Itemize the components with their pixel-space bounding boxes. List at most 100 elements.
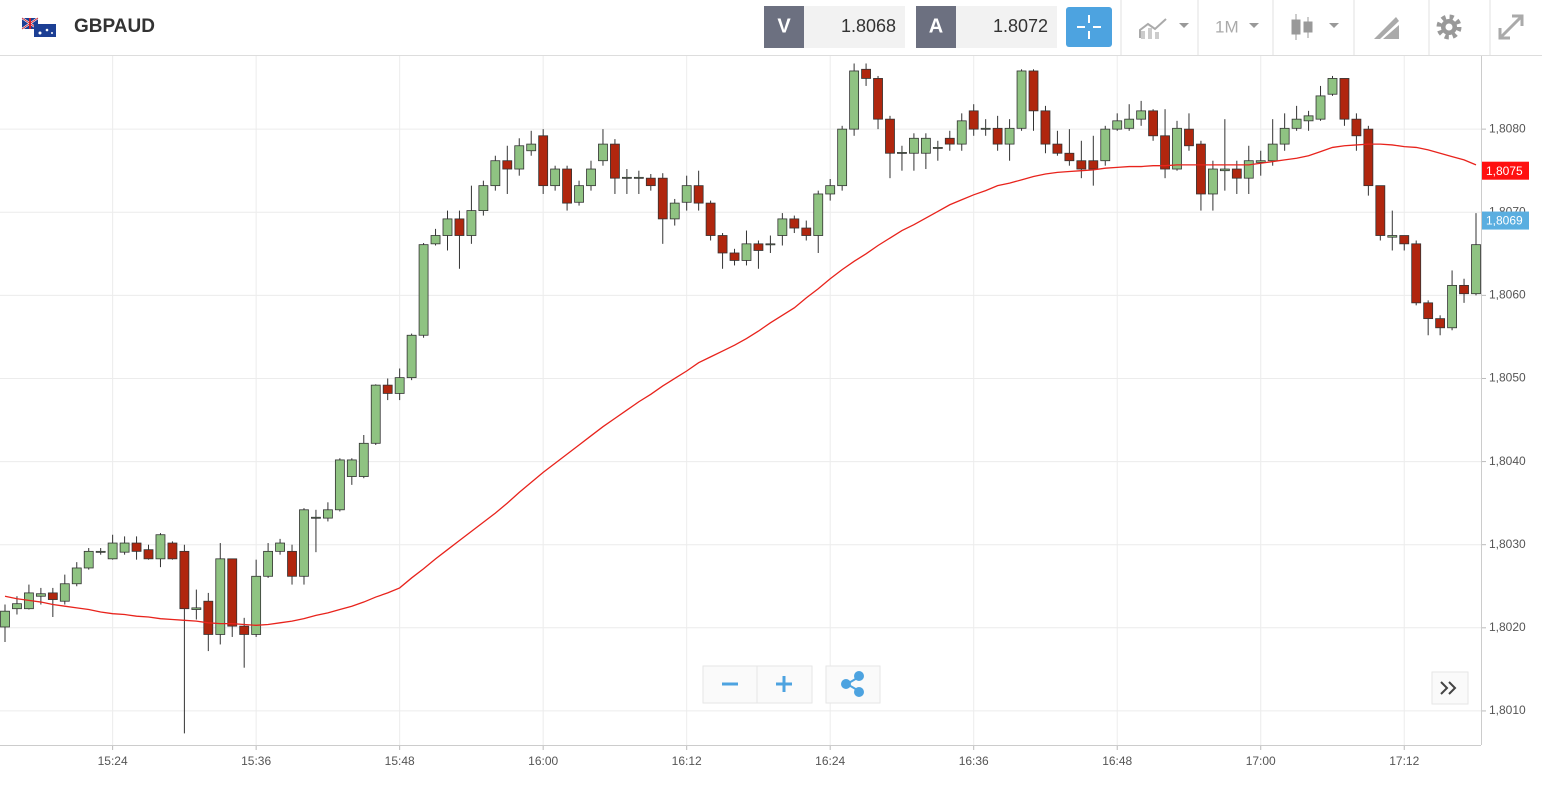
candle-body [693, 185, 704, 204]
candle-body [861, 68, 871, 79]
candle-body [1255, 160, 1266, 163]
candle-body [370, 384, 381, 444]
candle-body [932, 147, 943, 149]
candle-body [1315, 95, 1326, 120]
bid: 1.8068 [841, 16, 896, 36]
timeframe-button[interactable]: 1M [1215, 17, 1259, 36]
candle-body [1028, 70, 1039, 112]
candle-body [323, 509, 333, 519]
x-tick-label: 15:36 [241, 754, 271, 768]
candle-body [107, 542, 118, 560]
ask: 1.8072 [993, 16, 1048, 36]
candle-body [681, 185, 692, 203]
chart-type-button[interactable] [1139, 18, 1189, 39]
candle-body [992, 127, 1003, 145]
candle-body [1088, 160, 1099, 170]
candle-body [920, 137, 931, 154]
candle-body [777, 218, 788, 236]
candle-body [275, 542, 285, 552]
crosshair-button[interactable] [1066, 7, 1112, 47]
candle-body [1363, 128, 1374, 187]
candle-body [1267, 143, 1278, 162]
x-tick-label: 17:12 [1389, 754, 1419, 768]
price-tag [1482, 211, 1529, 230]
candle-body [1172, 127, 1182, 170]
x-tick-label: 17:00 [1246, 754, 1276, 768]
moving-average-line [4, 143, 1477, 626]
candle-body [753, 243, 764, 251]
candle-body [944, 137, 955, 145]
candle-body [1004, 127, 1015, 145]
settings-button[interactable] [1436, 14, 1462, 40]
candle-body [1387, 235, 1398, 238]
candle-body [251, 575, 262, 635]
candle-body [299, 509, 309, 577]
candle-body [346, 459, 357, 477]
x-tick-label: 16:00 [528, 754, 558, 768]
share-button[interactable] [825, 665, 881, 704]
candle-style-button[interactable] [1291, 14, 1339, 40]
candle-body [35, 593, 46, 597]
candle-body [538, 135, 549, 187]
y-tick-label: 1,8040 [1489, 454, 1526, 468]
candle-body [956, 120, 967, 145]
candle-body [1231, 168, 1242, 179]
candle-body [1291, 118, 1302, 129]
candle-body [239, 625, 250, 635]
candle-body [909, 137, 919, 154]
candle-body [1112, 120, 1123, 130]
candle-body [669, 202, 680, 220]
candle-body [1339, 78, 1350, 120]
candle-body [610, 143, 620, 179]
candle-body [550, 168, 561, 187]
candle-body [1447, 284, 1457, 329]
price-tag [1482, 161, 1529, 180]
candle-body [574, 185, 584, 203]
candle-body [789, 218, 800, 229]
candle-body [717, 235, 728, 254]
candle-body [968, 110, 979, 130]
candle-body [1196, 143, 1206, 195]
plot [0, 63, 1481, 734]
candle-body [191, 607, 202, 610]
candle-body [1016, 70, 1027, 129]
y-tick-label: 1,8030 [1489, 537, 1526, 551]
x-tick-label: 16:24 [815, 754, 845, 768]
candle-body [1136, 110, 1147, 120]
candle-body [466, 210, 477, 236]
candle-body [1327, 78, 1338, 95]
candle-body [131, 542, 142, 552]
price-tag-label: 1,8075 [1486, 164, 1523, 178]
y-tick-label: 1,8020 [1489, 620, 1526, 634]
candle-body [1207, 168, 1218, 195]
candle-body [741, 243, 752, 261]
candle-body [179, 550, 190, 610]
candle-body [825, 185, 836, 195]
candle-body [897, 152, 907, 154]
candle-body [1435, 318, 1446, 329]
candle-body [406, 334, 417, 379]
timeframe: 1M [1215, 17, 1239, 36]
zoom-in-icon [776, 676, 792, 692]
candle-body [526, 143, 537, 152]
x-tick-label: 15:24 [98, 754, 128, 768]
fullscreen-button[interactable] [1498, 14, 1524, 40]
candle-body [83, 550, 94, 569]
candle-body [119, 542, 130, 553]
candle-body [1471, 244, 1481, 295]
candle-body [418, 244, 429, 336]
candle-body [215, 558, 226, 635]
candle-body [394, 377, 405, 394]
scroll-right-button[interactable] [1431, 671, 1469, 705]
draw-button[interactable] [1374, 17, 1399, 39]
candle-body [311, 516, 321, 519]
candle-body [765, 243, 776, 246]
candle-body [514, 145, 525, 170]
candle-body [1052, 143, 1063, 154]
candle-body [382, 384, 393, 394]
x-tick-label: 16:36 [959, 754, 989, 768]
candle-body [1303, 115, 1314, 122]
candle-body [47, 592, 58, 600]
candle-body [729, 252, 740, 261]
